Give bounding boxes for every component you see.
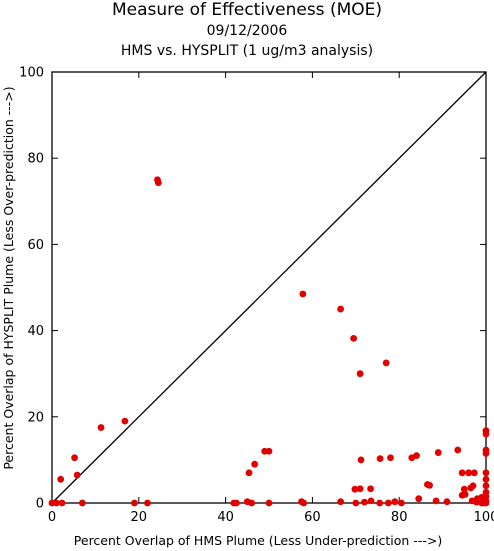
data-point [73,471,81,479]
data-point [397,499,405,507]
data-point [245,469,253,477]
data-point [337,498,345,506]
x-axis-title: Percent Overlap of HMS Plume (Less Under… [74,533,442,548]
data-point [357,456,365,464]
data-point [350,334,358,342]
y-axis-title: Percent Overlap of HYSPLIT Plume (Less O… [1,86,16,469]
data-point [248,499,256,507]
data-point [460,485,468,493]
data-point [352,499,360,507]
y-tick-label: 100 [19,66,44,81]
chart-date: 09/12/2006 [207,23,288,39]
x-tick-label: 60 [304,510,321,525]
data-point [71,454,78,462]
data-point [382,359,390,367]
data-point [432,497,440,505]
data-points [48,176,490,507]
data-point [482,475,490,483]
data-point [384,499,392,507]
data-point [78,499,86,507]
x-tick-label: 80 [391,510,408,525]
data-point [454,446,462,454]
plot-area [51,71,487,504]
data-point [426,481,433,489]
data-point [131,499,138,507]
data-point [376,455,384,463]
data-point [58,499,66,507]
data-point [465,469,473,477]
data-point [97,424,105,431]
reference-diagonal-line [51,71,487,504]
x-tick-label: 100 [474,510,494,525]
data-point [351,485,359,493]
x-tick-label: 40 [217,510,234,525]
data-point [233,499,240,507]
chart-analysis-subtitle: HMS vs. HYSPLIT (1 ug/m3 analysis) [121,43,373,59]
data-point [367,497,375,505]
y-tick-label: 20 [27,410,44,425]
data-point [356,485,364,493]
y-tick-label: 60 [27,238,44,253]
data-point [478,493,486,501]
data-point [251,460,259,468]
y-tick-label: 40 [27,324,44,339]
data-point [469,482,477,490]
data-point [461,490,469,498]
data-point [361,498,368,506]
data-point [482,427,490,434]
data-point [376,499,384,507]
data-point [265,499,273,507]
data-point [415,495,423,503]
data-point [121,417,129,425]
data-point [413,452,420,459]
data-point [337,305,345,313]
data-point [265,447,273,455]
data-point [434,449,442,456]
data-point [144,499,151,507]
data-point [367,485,374,493]
data-point [482,446,490,454]
data-point [443,498,451,506]
data-point [482,469,490,477]
x-tick-label: 0 [48,510,56,525]
data-point [458,469,466,477]
data-point [482,488,490,496]
data-point [57,475,65,483]
x-tick-label: 20 [131,510,148,525]
data-point [387,454,394,462]
data-point [391,498,399,506]
data-point [154,179,162,187]
data-point [356,370,364,378]
data-point [299,290,307,298]
data-point [300,499,308,507]
data-point [482,482,490,490]
chart-title: Measure of Effectiveness (MOE) [112,0,382,20]
y-tick-label: 80 [27,152,44,167]
data-point [52,499,60,507]
data-point [470,469,478,477]
y-tick-label: 0 [36,497,44,512]
